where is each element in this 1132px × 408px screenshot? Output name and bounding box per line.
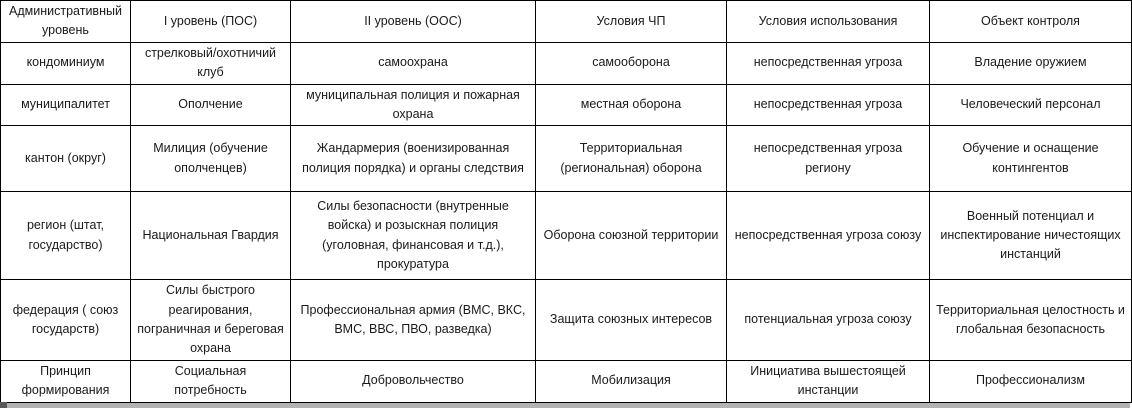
window-corner-mark <box>0 402 7 408</box>
column-header: I уровень (ПОС) <box>130 0 291 43</box>
table-cell: Ополчение <box>130 83 291 127</box>
table-cell: Добровольчество <box>290 359 536 403</box>
table-row: федерация ( союз государств) Силы быстрог… <box>0 279 1132 361</box>
table-cell: Принцип формирования <box>0 359 131 403</box>
table-header-row: Административный уровень I уровень (ПОС) I… <box>0 0 1132 43</box>
table-cell: Владение оружием <box>929 41 1132 85</box>
table-row: регион (штат, государство) Национальная Г… <box>0 191 1132 281</box>
table-cell: Оборона союзной территории <box>535 191 727 281</box>
table-cell: регион (штат, государство) <box>0 191 131 281</box>
table-cell: непосредственная угроза региону <box>726 125 930 193</box>
column-header: Условия ЧП <box>535 0 727 43</box>
table-cell: Профессиональная армия (ВМС, ВКС, ВМС, В… <box>290 279 536 361</box>
table-cell: Профессионализм <box>929 359 1132 403</box>
table-cell: Инициатива вышестоящей инстанции <box>726 359 930 403</box>
table-cell: муниципалитет <box>0 83 131 127</box>
table-cell: непосредственная угроза <box>726 83 930 127</box>
column-header: Условия использования <box>726 0 930 43</box>
table-cell: кантон (округ) <box>0 125 131 193</box>
table-cell: Милиция (обучение ополченцев) <box>130 125 291 193</box>
table-cell: кондоминиум <box>0 41 131 85</box>
table-row: Принцип формирования Социальная потребнос… <box>0 359 1132 403</box>
table-cell: Территориальная (региональная) оборона <box>535 125 727 193</box>
table-cell: местная оборона <box>535 83 727 127</box>
table-cell: Мобилизация <box>535 359 727 403</box>
table-cell: Силы безопасности (внутренные войска) и … <box>290 191 536 281</box>
table-cell: Человеческий персонал <box>929 83 1132 127</box>
table-cell: муниципальная полиция и пожарная охрана <box>290 83 536 127</box>
table-row: кантон (округ) Милиция (обучение ополченц… <box>0 125 1132 193</box>
table-cell: Жандармерия (военизированная полиция пор… <box>290 125 536 193</box>
table-cell: Социальная потребность <box>130 359 291 403</box>
table-cell: непосредственная угроза союзу <box>726 191 930 281</box>
window-edge-strip <box>0 402 1130 408</box>
table-cell: федерация ( союз государств) <box>0 279 131 361</box>
table-cell: Национальная Гвардия <box>130 191 291 281</box>
table-body: кондоминиум стрелковый/охотничий клуб само… <box>0 41 1132 403</box>
table-cell: Военный потенциал и инспектирование ниче… <box>929 191 1132 281</box>
table-row: кондоминиум стрелковый/охотничий клуб само… <box>0 41 1132 85</box>
table-cell: Защита союзных интересов <box>535 279 727 361</box>
table-cell: стрелковый/охотничий клуб <box>130 41 291 85</box>
table-cell: самоохрана <box>290 41 536 85</box>
table-cell: Обучение и оснащение контингентов <box>929 125 1132 193</box>
table-cell: Территориальная целостность и глобальная… <box>929 279 1132 361</box>
table-cell: самооборона <box>535 41 727 85</box>
column-header: II уровень (ООС) <box>290 0 536 43</box>
table-cell: Силы быстрого реагирования, пограничная … <box>130 279 291 361</box>
column-header: Объект контроля <box>929 0 1132 43</box>
table-cell: потенциальная угроза союзу <box>726 279 930 361</box>
table-header: Административный уровень I уровень (ПОС) I… <box>0 0 1132 43</box>
table-cell: непосредственная угроза <box>726 41 930 85</box>
column-header: Административный уровень <box>0 0 131 43</box>
table-row: муниципалитет Ополчение муниципальная поли… <box>0 83 1132 127</box>
